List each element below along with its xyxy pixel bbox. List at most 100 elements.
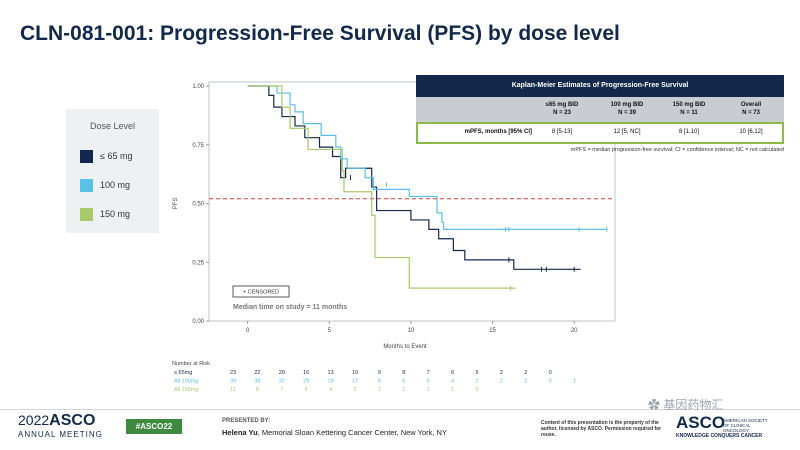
km-value-100mg: 12 [5, NC] <box>613 129 641 135</box>
risk-count: 1 <box>573 379 576 385</box>
risk-count: 8 <box>378 379 381 385</box>
km-header-150mg: 150 mg BID N = 11 <box>658 101 720 117</box>
risk-count: 4 <box>451 379 454 385</box>
risk-count: 8 <box>402 370 405 376</box>
asco-annual-meeting-logo: 2022ASCO ANNUAL MEETING <box>18 413 103 439</box>
dose-legend: Dose Level ≤ 65 mg 100 mg 150 mg <box>66 109 159 233</box>
km-header-overall-line1: Overall <box>740 102 762 108</box>
risk-count: 38 <box>254 379 260 385</box>
legend-swatch-150mg <box>80 207 93 221</box>
risk-count: 29 <box>303 379 309 385</box>
risk-count: 2 <box>524 379 527 385</box>
presenter-credit: Helena Yu, Memorial Sloan Kettering Canc… <box>222 428 447 437</box>
censored-legend-label: + CENSORED <box>243 290 279 296</box>
risk-count: 5 <box>475 370 478 376</box>
risk-count: 16 <box>303 370 309 376</box>
km-table-header: ≤65 mg BID N = 23 100 mg BID N = 39 150 mg… <box>416 97 784 122</box>
risk-count: 0 <box>549 379 552 385</box>
asco-right-subtitle: AMERICAN SOCIETY OF CLINICAL ONCOLOGY <box>723 418 768 433</box>
legend-label-150mg: 150 mg <box>100 209 131 219</box>
legend-swatch-100mg <box>80 178 93 192</box>
risk-count: 7 <box>280 387 283 393</box>
risk-count: 10 <box>352 370 358 376</box>
presented-by-label: PRESENTED BY: <box>222 418 271 424</box>
y-tick-label: 0.50 <box>192 202 204 208</box>
x-tick-label: 20 <box>571 328 578 334</box>
presenter-name: Helena Yu <box>222 428 258 437</box>
risk-count: 0 <box>549 370 552 376</box>
y-tick-label: 1.00 <box>192 84 204 90</box>
y-tick-label: 0.75 <box>192 143 204 149</box>
km-curve-series-1 <box>247 85 607 230</box>
x-tick-label: 0 <box>246 328 250 334</box>
km-header-100mg: 100 mg BID N = 39 <box>596 101 658 117</box>
risk-count: 6 <box>305 387 308 393</box>
risk-count: 0 <box>475 387 478 393</box>
legend-swatch-65mg <box>80 149 93 163</box>
logo-subtitle: ANNUAL MEETING <box>18 430 103 439</box>
km-header-150mg-line1: 150 mg BID <box>672 102 706 108</box>
asco-society-logo: ASCO AMERICAN SOCIETY OF CLINICAL ONCOLO… <box>676 413 768 439</box>
wechat-watermark: ✿ 基因药物汇 <box>648 398 724 412</box>
km-header-65mg-line2: N = 23 <box>553 110 571 116</box>
risk-count: 6 <box>402 379 405 385</box>
km-table-row-mpfs: mPFS, months [95% CI] 8 [5-13] 12 [5, NC… <box>416 122 784 144</box>
legend-item-65mg: ≤ 65 mg <box>80 149 132 163</box>
presenter-affiliation: , Memorial Sloan Kettering Cancer Center… <box>257 428 447 437</box>
risk-row-label: All 150mg <box>174 387 198 393</box>
legend-item-100mg: 100 mg <box>80 178 130 192</box>
risk-count: 2 <box>500 370 503 376</box>
risk-count: 2 <box>524 370 527 376</box>
logo-name: ASCO <box>49 412 96 429</box>
y-tick-label: 0.25 <box>192 260 204 266</box>
km-value-65mg: 8 [5-13] <box>551 129 573 135</box>
risk-count: 20 <box>279 370 285 376</box>
km-table-title: Kaplan-Meier Estimates of Progression-Fr… <box>416 75 784 97</box>
slide-title: CLN-081-001: Progression-Free Survival (… <box>20 22 620 45</box>
risk-count: 2 <box>500 379 503 385</box>
km-header-overall: Overall N = 73 <box>720 101 782 117</box>
risk-count: 4 <box>329 387 332 393</box>
risk-count: 39 <box>230 379 236 385</box>
risk-count: 8 <box>256 387 259 393</box>
risk-count: 1 <box>402 387 405 393</box>
copyright-notice: Content of this presentation is the prop… <box>541 420 662 438</box>
km-value-overall: 10 [6,12] <box>739 129 763 135</box>
km-value-150mg: 8 [1,10] <box>678 129 699 135</box>
risk-row-label: All 100mg <box>174 379 198 385</box>
risk-count: 13 <box>328 370 334 376</box>
asco-right-tagline: KNOWLEDGE CONQUERS CANCER <box>676 433 763 439</box>
legend-label-100mg: 100 mg <box>100 180 131 190</box>
x-tick-label: 5 <box>328 328 332 334</box>
risk-count: 11 <box>230 387 236 393</box>
dose-legend-title: Dose Level <box>89 121 136 131</box>
watermark-text: 基因药物汇 <box>663 398 724 412</box>
asco-right-name: ASCO <box>676 413 726 432</box>
x-axis-label: Months to Event <box>383 344 427 350</box>
y-tick-label: 0.00 <box>192 319 204 325</box>
risk-row-label: ≤ 65mg <box>174 370 192 376</box>
km-estimates-table: Kaplan-Meier Estimates of Progression-Fr… <box>416 75 784 153</box>
risk-count: 7 <box>427 370 430 376</box>
footer-divider <box>0 409 800 410</box>
risk-count: 5 <box>427 379 430 385</box>
legend-item-150mg: 150 mg <box>80 207 130 221</box>
km-row-label: mPFS, months [95% CI] <box>464 129 532 135</box>
y-axis-label: PFS <box>173 198 179 210</box>
risk-count: 19 <box>328 379 334 385</box>
censored-legend-box <box>232 285 290 298</box>
plot-frame <box>208 81 616 322</box>
risk-count: 23 <box>230 370 236 376</box>
km-curve-series-0 <box>247 85 581 270</box>
km-header-overall-line2: N = 73 <box>742 110 760 116</box>
x-tick-label: 15 <box>489 328 496 334</box>
risk-count: 9 <box>378 370 381 376</box>
median-time-annotation: Median time on study = 11 months <box>233 304 347 311</box>
km-table-footnote: mPFS = median progression-free survival;… <box>570 147 784 153</box>
km-header-65mg-line1: ≤65 mg BID <box>545 102 579 108</box>
km-header-65mg: ≤65 mg BID N = 23 <box>531 101 593 117</box>
hashtag-badge: #ASCO22 <box>126 419 182 434</box>
risk-count: 1 <box>451 387 454 393</box>
km-header-100mg-line2: N = 39 <box>618 110 636 116</box>
